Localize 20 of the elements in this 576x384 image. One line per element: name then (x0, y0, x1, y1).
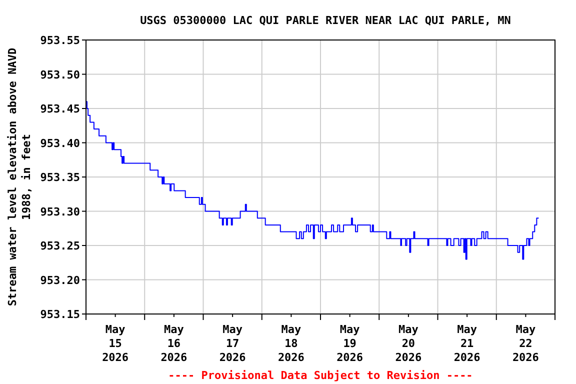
x-tick-label: May 17 2026 (219, 323, 246, 364)
x-tick-label: May 15 2026 (102, 323, 129, 364)
y-tick-label: 953.20 (40, 274, 80, 287)
x-tick-label: May 16 2026 (160, 323, 188, 364)
x-tick-label: May 21 2026 (454, 323, 481, 364)
y-tick-label: 953.50 (40, 68, 80, 82)
y-axis-title: Stream water level elevation above NAVD 1988, in feet (6, 47, 33, 306)
x-tick-label: May 20 2026 (395, 323, 422, 364)
y-tick-label: 953.25 (40, 240, 80, 252)
y-tick-label: 953.30 (40, 205, 80, 218)
y-tick-label: 953.45 (40, 102, 80, 116)
y-tick-label: 953.35 (40, 171, 80, 184)
x-tick-label: May 18 2026 (278, 323, 305, 364)
text: ---- Provisional Data Subject to Revision ---- (168, 369, 473, 382)
y-tick-label: 953.15 (40, 308, 80, 321)
x-tick-label: May 22 2026 (512, 323, 540, 364)
x-tick-label: May 19 2026 (336, 323, 364, 364)
chart-title: USGS 05300000 LAC QUI PARLE RIVER NEAR LAC QUI PARLE, MN (140, 14, 511, 27)
y-tick-label: 953.40 (40, 136, 80, 150)
y-tick-label: 953.55 (40, 34, 80, 47)
